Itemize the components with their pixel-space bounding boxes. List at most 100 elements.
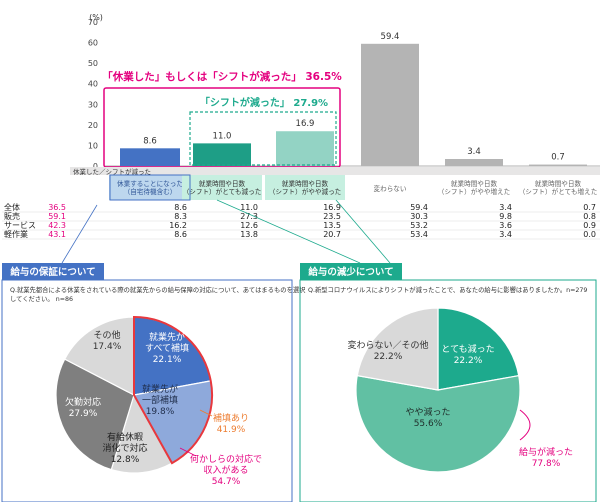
pie-chart: とても減った 22.2%やや減った 55.6%変わらない／その他 22.2%: [347, 307, 521, 473]
table-cell: 13.5: [323, 221, 341, 230]
text-line: 消化で対応: [102, 442, 147, 454]
row-label: サービス: [4, 221, 36, 230]
bar-value-label: 0.7: [551, 153, 565, 163]
callout-label: 補填あり 41.9%: [213, 412, 249, 435]
connector-right-b: [335, 199, 391, 264]
panel-title: 給与の減少について: [308, 266, 393, 278]
pie-slice: [110, 393, 173, 474]
pie-slice-label: 変わらない／その他 22.2%: [347, 339, 428, 362]
pie-slice-label: 欠勤対応 27.9%: [65, 396, 101, 419]
bar-value-label: 59.4: [381, 32, 400, 42]
row-total: 59.1: [48, 212, 66, 221]
callout-label: 何かしらの対応で収入がある 54.7%: [190, 453, 262, 487]
bar: [445, 159, 503, 166]
row-label: 軽作業: [4, 229, 28, 239]
table-cell: 0.0: [583, 230, 596, 239]
table-cell: 12.6: [240, 221, 258, 230]
text-line: 休業することになった: [117, 179, 183, 188]
text-line: 収入がある: [203, 464, 248, 476]
table-col-header: 就業時間や日数（シフト）がとても減った: [183, 179, 262, 196]
pie-slice-label: その他 17.4%: [93, 329, 122, 352]
table-col-header-outline: [109, 174, 191, 201]
bar-value-label: 11.0: [213, 131, 232, 141]
text-line: やや減った: [405, 406, 450, 418]
table-col-header: 就業時間や日数（シフト）がとても増えた: [519, 179, 598, 196]
annotation-inner-label: 「シフトが減った」 27.9%: [200, 96, 328, 109]
pie-slice: [55, 358, 135, 471]
text-line: 就業時間や日数: [199, 179, 246, 188]
text-line: 12.8%: [111, 455, 140, 465]
row-label: 販売: [4, 211, 20, 221]
table-cell: 13.8: [240, 230, 258, 239]
text-line: してください。 n=86: [10, 295, 73, 303]
highlight-outline: [133, 315, 213, 465]
text-line: 就業時間や日数: [451, 179, 498, 188]
bar: [529, 164, 587, 166]
bar: [361, 43, 419, 167]
pie-chart: 就業先がすべて補填 22.1% 就業先が一部補填 19.8% 有給休暇消化で対応 12.8…: [55, 315, 213, 474]
bar-value-label: 3.4: [467, 147, 481, 157]
text-line: 欠勤対応: [65, 396, 101, 408]
text-line: 補填あり: [213, 412, 249, 424]
panel-title: 給与の保証について: [10, 266, 95, 278]
callout-line: [179, 447, 197, 457]
table-cell: 53.2: [410, 221, 428, 230]
table-cell: 11.0: [240, 203, 258, 212]
row-total: 36.5: [48, 203, 66, 212]
pie-slice-label: とても減った 22.2%: [441, 343, 494, 366]
table-header-title: 休業した／シフトが減った: [73, 167, 151, 176]
y-tick-label: 50: [88, 59, 98, 68]
y-tick-label: 60: [88, 39, 98, 48]
text-line: （自宅待機含む）: [124, 187, 177, 196]
table-cell: 8.6: [174, 203, 187, 212]
panel-title-bg: [300, 263, 402, 280]
table-column-headers: 休業することになった（自宅待機含む）就業時間や日数（シフト）がとても減った就業時…: [109, 174, 600, 201]
table-cell: 20.7: [323, 230, 341, 239]
table-cell: 0.8: [583, 212, 596, 221]
bar-chart: (%) 0 10 20 30 40 50 60 70 8.6 11.0 16.9 59.4 3.4 0.…: [88, 13, 600, 171]
salary-guarantee-panel: 給与の保証について Q.就業先都合による休業をされている際の就業先からの給与保障…: [1, 263, 306, 502]
bar-value-labels: 8.6 11.0 16.9 59.4 3.4 0.7: [143, 32, 565, 163]
table-header-bg: [70, 167, 600, 175]
y-tick-label: 30: [88, 100, 98, 109]
text-line: 22.1%: [153, 355, 182, 365]
table-col-header-bg: [516, 175, 600, 200]
table-col-header-bg: [182, 175, 262, 200]
text-line: （シフト）がとても減った: [183, 187, 262, 196]
pie-slice-label: 就業先がすべて補填 22.1%: [145, 331, 189, 365]
table-cell: 16.2: [169, 221, 187, 230]
table-col-header: 休業することになった（自宅待機含む）: [117, 179, 183, 196]
pie-callouts: 給与が減った 77.8%: [519, 409, 573, 469]
text-line: Q.就業先都合による休業をされている際の就業先からの給与保障の対応について、あて…: [10, 285, 306, 294]
pie-slice: [63, 316, 135, 396]
text-line: 何かしらの対応で: [190, 453, 262, 465]
connector-right-a: [216, 199, 361, 264]
table-cell: 3.4: [499, 230, 512, 239]
text-line: 給与が減った: [519, 446, 573, 458]
annotation-inner-box: [189, 111, 337, 166]
callout-label: 給与が減った 77.8%: [519, 446, 573, 469]
row-total: 43.1: [48, 230, 66, 239]
y-axis-unit: (%): [89, 13, 103, 22]
table-cell: 0.7: [583, 203, 596, 212]
text-line: 一部補填: [142, 394, 178, 406]
text-line: 19.8%: [146, 407, 175, 417]
table-col-header: 就業時間や日数（シフト）がやや減った: [269, 179, 342, 196]
row-total: 42.3: [48, 221, 66, 230]
callout-bracket: [519, 409, 531, 441]
table-col-header-bg: [109, 175, 191, 200]
callout-line: [199, 409, 213, 417]
pie-slice-label: 就業先が一部補填 19.8%: [142, 383, 178, 417]
text-line: 22.2%: [454, 356, 483, 366]
table-col-header: 就業時間や日数（シフト）がやや増えた: [438, 179, 511, 196]
table-col-header-bg: [348, 175, 432, 200]
text-line: Q.新型コロナウイルスによりシフトが減ったことで、あなたの給与に影響はありました…: [308, 285, 587, 294]
bar-value-label: 16.9: [296, 119, 315, 129]
text-line: 22.2%: [374, 352, 403, 362]
table-col-header-bg: [265, 175, 345, 200]
table-cell: 8.6: [174, 230, 187, 239]
pie-slice-label: 有給休暇消化で対応 12.8%: [102, 431, 147, 465]
y-tick-label: 0: [93, 162, 98, 171]
connector-left: [61, 204, 98, 264]
